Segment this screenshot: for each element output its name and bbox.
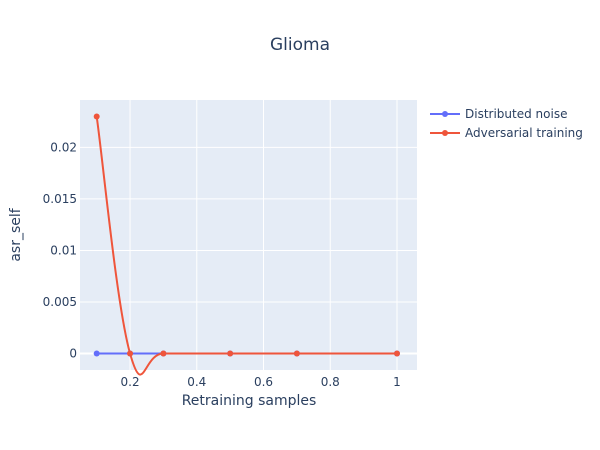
legend-item[interactable]: Distributed noise [430,107,567,121]
legend-label: Adversarial training [465,126,583,140]
data-point[interactable] [127,350,134,357]
data-point[interactable] [93,350,100,357]
chart-title: Glioma [270,35,330,55]
x-tick-label: 0.8 [321,375,340,389]
legend[interactable]: Distributed noise Adversarial training [430,107,583,140]
y-tick-label: 0.01 [50,243,77,257]
plot-area [80,100,417,370]
legend-item[interactable]: Adversarial training [430,126,583,140]
x-tick-label: 0.4 [187,375,206,389]
x-tick-label: 0.2 [121,375,140,389]
x-tick-label: 0.6 [254,375,273,389]
x-axis-ticks: 0.2 0.4 0.6 0.8 1 [121,375,401,389]
x-axis-title: Retraining samples [182,393,317,409]
y-axis-ticks: 0 0.005 0.01 0.015 0.02 [43,140,77,360]
data-point[interactable] [393,350,400,357]
legend-marker-icon [442,111,448,117]
data-point[interactable] [293,350,300,357]
data-point[interactable] [227,350,234,357]
y-tick-label: 0.005 [43,295,77,309]
y-axis-title: asr_self [8,207,24,261]
y-tick-label: 0.02 [50,140,77,154]
x-tick-label: 1 [393,375,401,389]
y-tick-label: 0 [69,347,77,361]
legend-marker-icon [442,130,448,136]
series-line [95,116,397,376]
data-point[interactable] [93,113,100,120]
data-point[interactable] [160,350,167,357]
legend-label: Distributed noise [465,107,567,121]
series-points [93,113,400,357]
y-tick-label: 0.015 [43,192,77,206]
